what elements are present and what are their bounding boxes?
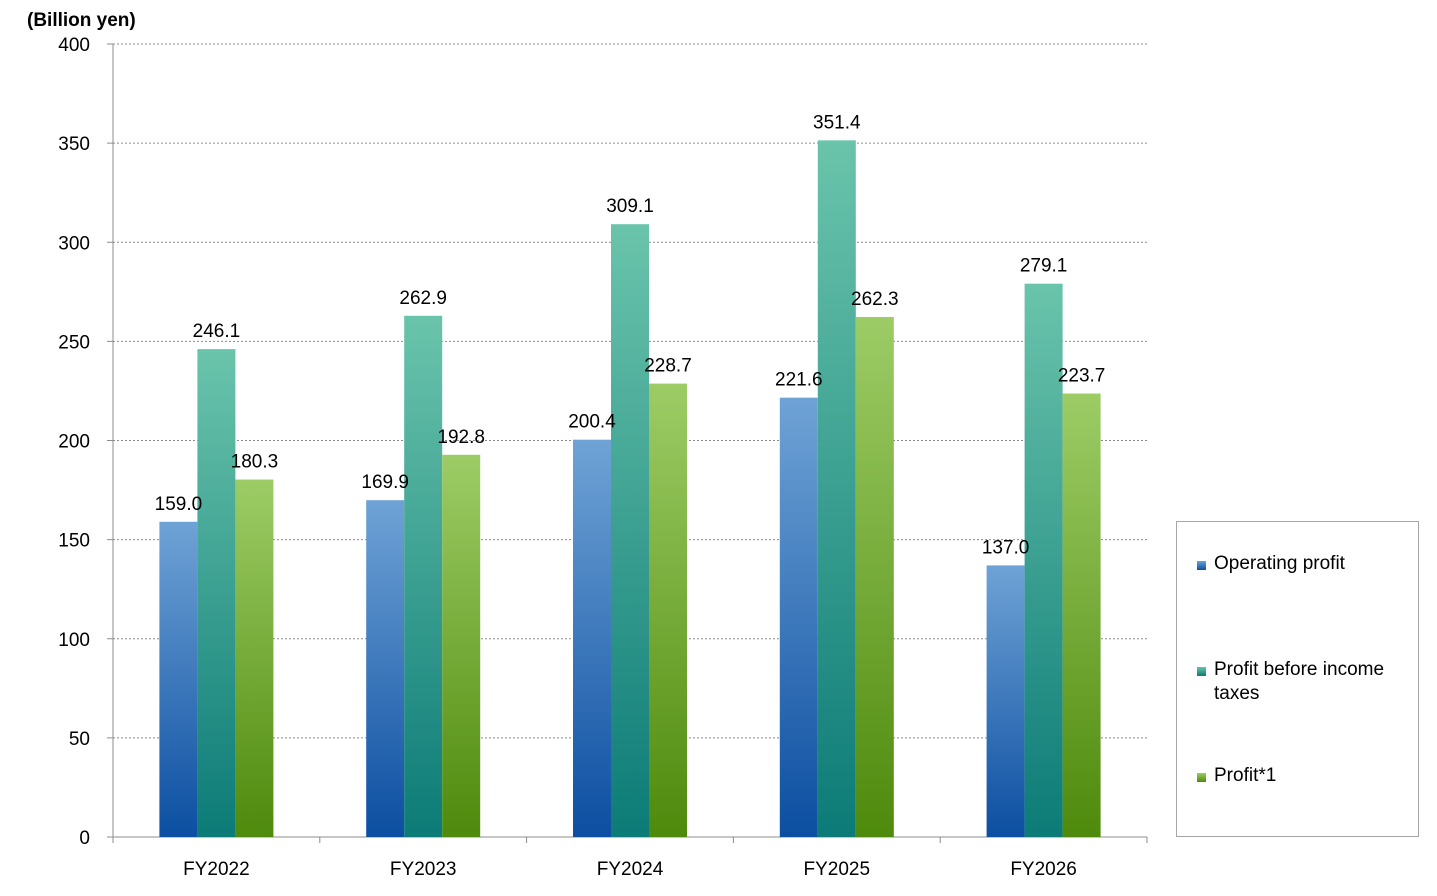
- y-tick-label: 150: [58, 531, 90, 552]
- bar: [779, 397, 818, 837]
- legend-swatch-operating-profit: [1197, 561, 1206, 570]
- data-label: 169.9: [361, 472, 409, 493]
- data-label: 200.4: [568, 412, 616, 433]
- data-label: 262.3: [851, 289, 899, 310]
- bar: [573, 439, 611, 837]
- x-tick-label: FY2026: [1010, 859, 1077, 880]
- y-tick-label: 0: [79, 828, 90, 849]
- x-tick-label: FY2025: [804, 859, 871, 880]
- x-tick-label: FY2024: [597, 859, 664, 880]
- bar: [442, 454, 481, 837]
- legend-item-operating-profit: Operating profit: [1197, 552, 1412, 576]
- bar: [1024, 283, 1063, 837]
- data-label: 309.1: [606, 196, 654, 217]
- legend-swatch-profit-before-income-taxes: [1197, 667, 1206, 676]
- bar: [1062, 393, 1101, 837]
- bar: [817, 140, 856, 838]
- data-label: 262.9: [399, 288, 447, 309]
- data-label: 228.7: [644, 356, 692, 377]
- legend: Operating profit Profit before income ta…: [1176, 521, 1419, 837]
- bar: [235, 479, 274, 837]
- axes: 0 50 100 150 200 250 300 350 400 FY2022 FY2023 FY20…: [58, 35, 1148, 880]
- y-tick-label: 300: [58, 233, 90, 254]
- y-tick-label: 250: [58, 332, 90, 353]
- bar: [855, 316, 894, 838]
- y-tick-label: 200: [58, 432, 90, 453]
- y-tick-label: 100: [58, 630, 90, 651]
- y-tick-label: 350: [58, 134, 90, 155]
- legend-swatch-profit: [1197, 773, 1206, 782]
- x-tick-label: FY2023: [390, 859, 457, 880]
- legend-label: Profit before income taxes: [1214, 659, 1385, 704]
- data-label: 159.0: [155, 494, 203, 515]
- data-label: 223.7: [1058, 366, 1106, 387]
- data-label: 192.8: [437, 427, 485, 448]
- legend-item-profit: Profit*1: [1197, 764, 1412, 788]
- bar: [986, 565, 1025, 837]
- bar: [197, 349, 236, 837]
- y-tick-label: 50: [69, 729, 90, 750]
- legend-item-profit-before-income-taxes: Profit before income taxes: [1197, 658, 1412, 706]
- data-label: 180.3: [231, 452, 279, 473]
- data-label: 221.6: [775, 370, 823, 391]
- bars: [159, 140, 1101, 838]
- y-tick-label: 400: [58, 35, 90, 56]
- data-label: 351.4: [813, 112, 861, 133]
- bar: [611, 224, 649, 838]
- data-label: 246.1: [193, 321, 241, 342]
- legend-label: Profit*1: [1214, 765, 1277, 786]
- bar: [404, 315, 443, 837]
- bar: [159, 521, 198, 837]
- x-tick-label: FY2022: [183, 859, 250, 880]
- unit-label: (Billion yen): [27, 10, 136, 31]
- bar: [649, 383, 687, 837]
- bar: [366, 500, 405, 837]
- data-label: 137.0: [982, 537, 1030, 558]
- data-label: 279.1: [1020, 256, 1068, 277]
- legend-label: Operating profit: [1214, 553, 1345, 574]
- data-labels: 159.0 246.1 180.3 169.9 262.9 192.8 200.4 309.1…: [155, 112, 1106, 558]
